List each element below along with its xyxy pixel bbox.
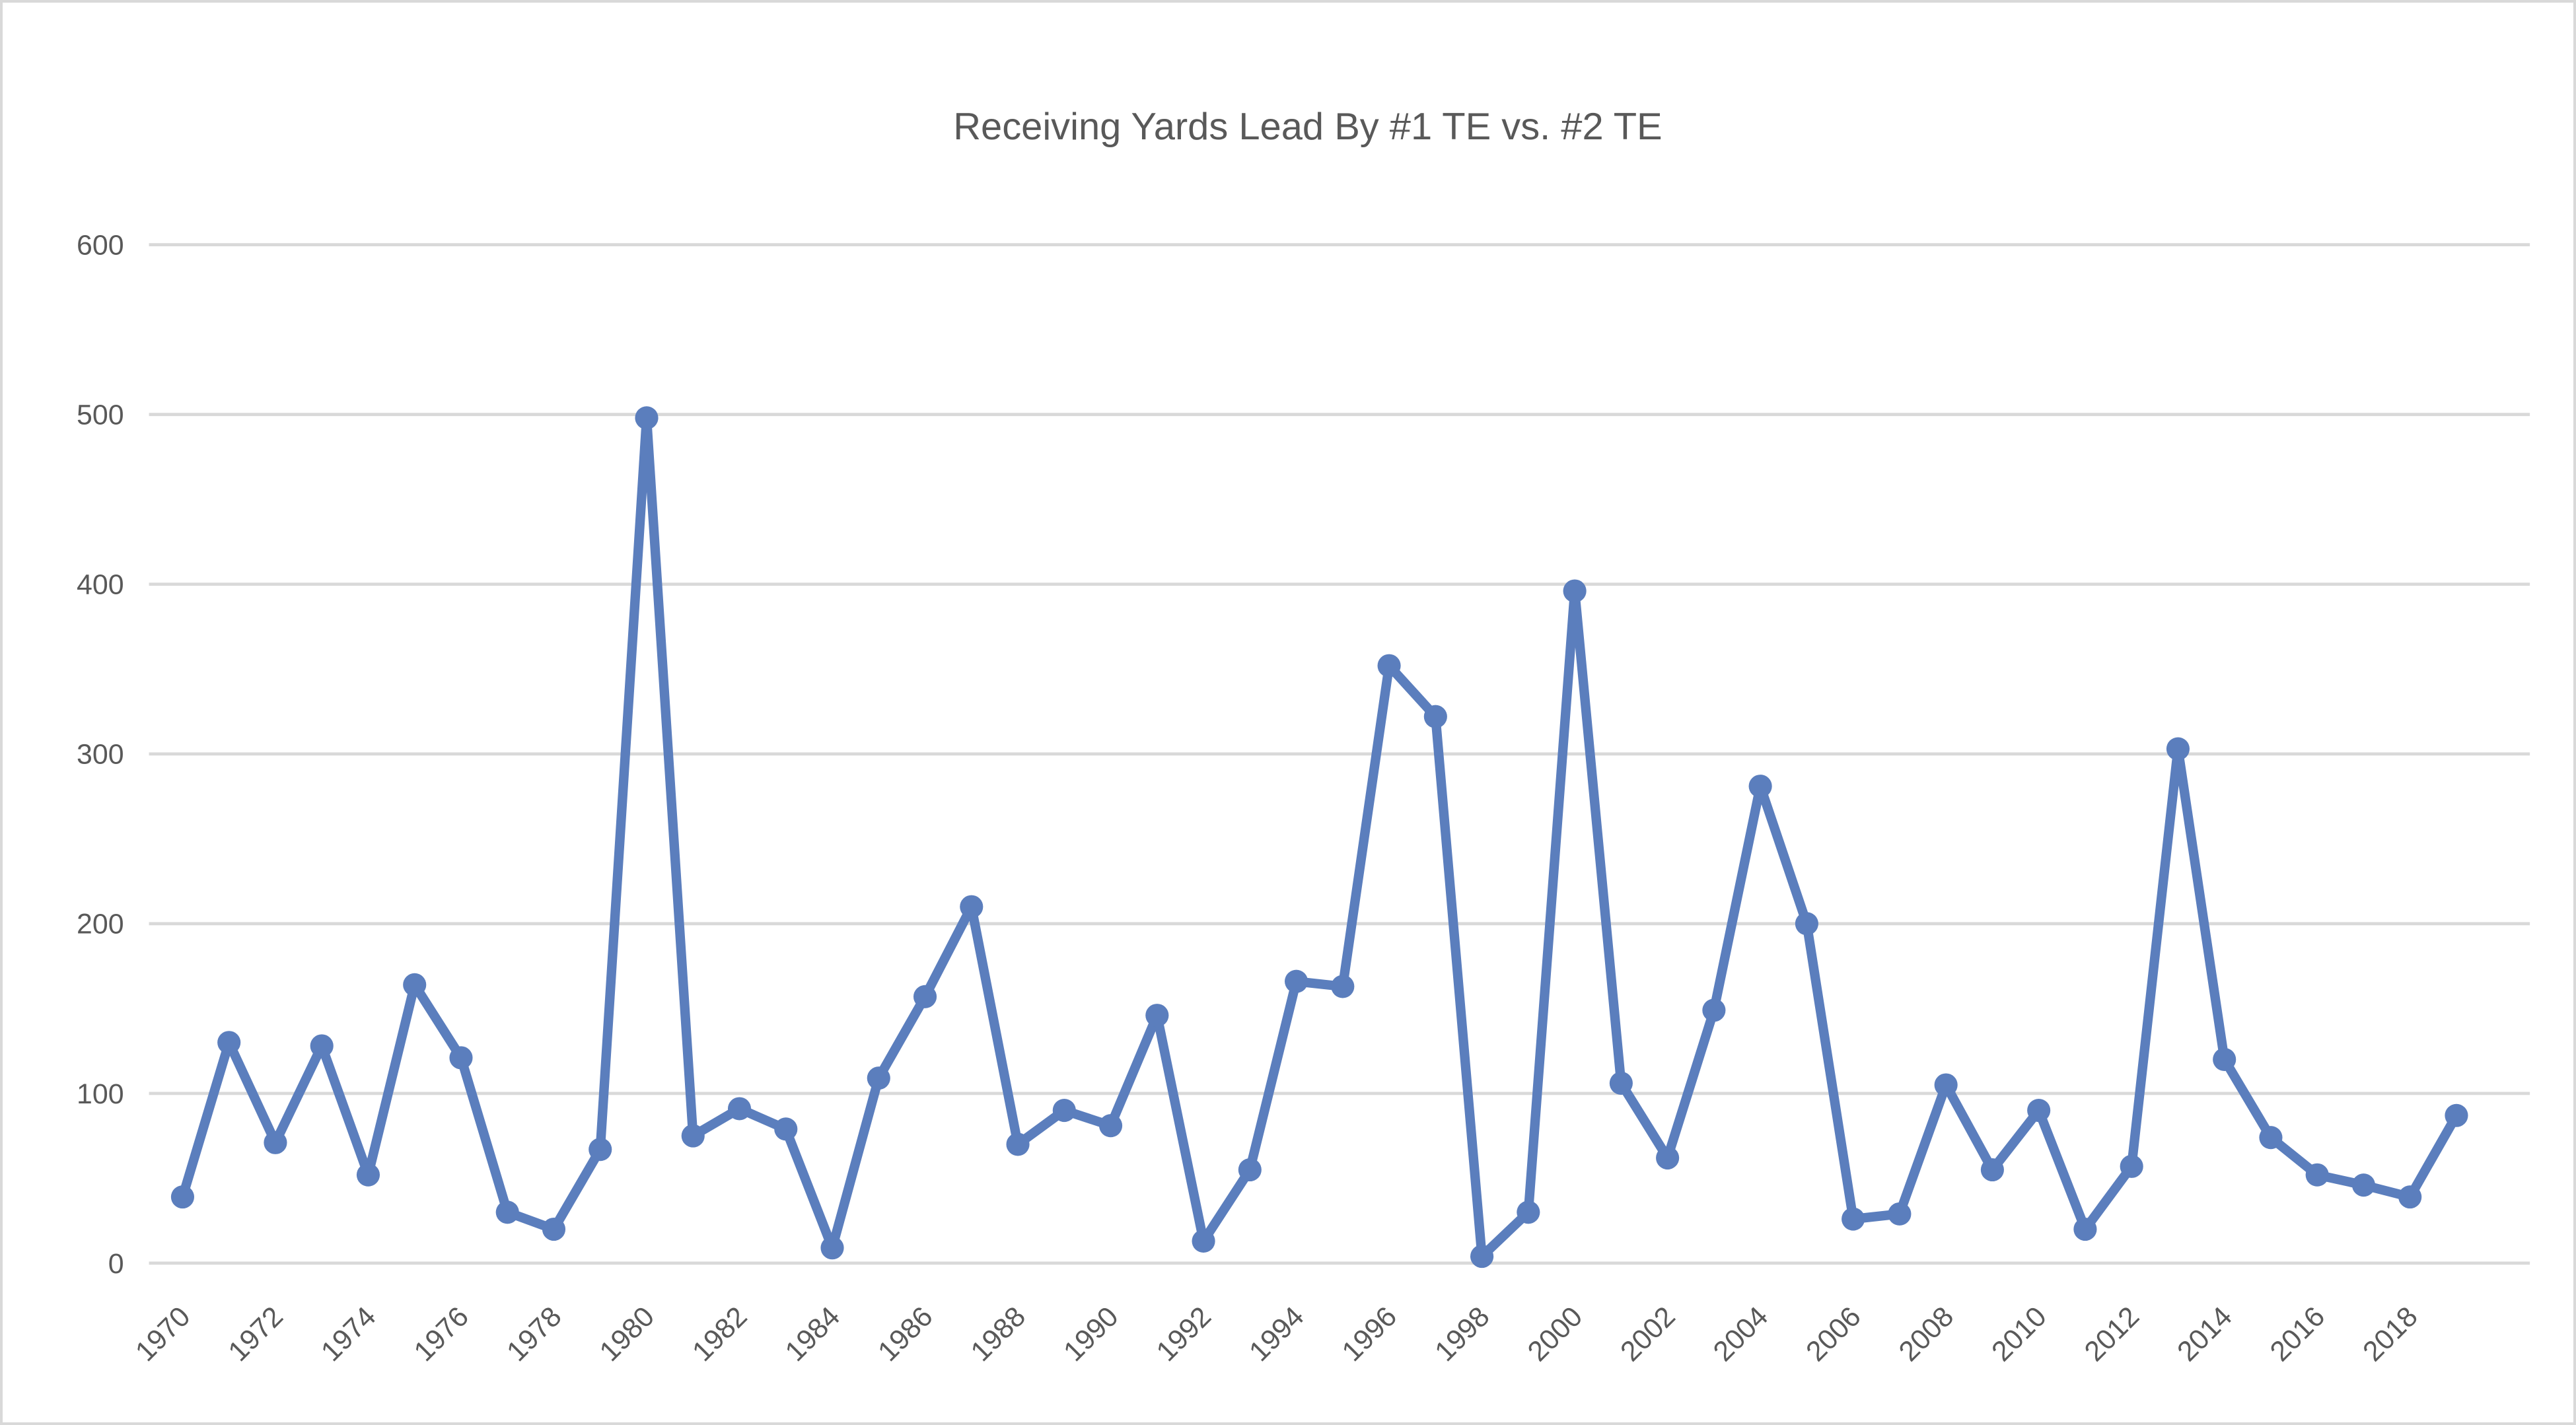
series-polyline xyxy=(178,413,2462,1261)
chart-title: Receiving Yards Lead By #1 TE vs. #2 TE xyxy=(953,106,1662,148)
data-point-marker xyxy=(310,1034,334,1058)
data-point-marker xyxy=(913,985,937,1008)
x-axis-tick-label: 2014 xyxy=(2171,1301,2238,1368)
data-point-marker xyxy=(495,1200,519,1224)
data-point-marker xyxy=(1934,1073,1958,1097)
y-axis-tick-label: 600 xyxy=(77,230,124,261)
data-point-marker xyxy=(1888,1202,1912,1226)
x-axis-tick-label: 2006 xyxy=(1800,1301,1867,1368)
x-axis-tick-label: 1994 xyxy=(1243,1301,1310,1368)
data-point-marker xyxy=(1377,654,1401,678)
data-point-marker xyxy=(449,1046,473,1070)
data-point-marker xyxy=(1192,1229,1215,1253)
line-chart: 0 100 200 300 400 500 600 1970 1972 1974 1976 1978… xyxy=(77,106,2530,1368)
x-axis-tick-label: 2004 xyxy=(1707,1301,1774,1368)
x-axis-tick-label: 1984 xyxy=(779,1301,846,1368)
data-point-marker xyxy=(1702,998,1726,1022)
data-point-marker xyxy=(1052,1099,1076,1123)
data-point-marker xyxy=(264,1130,287,1154)
data-point-marker xyxy=(2027,1099,2051,1123)
series-group xyxy=(170,406,2468,1269)
x-axis-tick-label: 2002 xyxy=(1614,1301,1681,1368)
data-point-marker xyxy=(1609,1071,1633,1095)
data-point-marker xyxy=(681,1124,705,1148)
x-axis-tick-label: 2016 xyxy=(2264,1301,2331,1368)
data-point-marker xyxy=(217,1031,241,1055)
data-point-marker xyxy=(2259,1126,2283,1150)
y-axis-tick-label: 100 xyxy=(77,1078,124,1110)
data-point-marker xyxy=(356,1163,380,1187)
data-point-marker xyxy=(1563,579,1587,603)
data-point-marker xyxy=(1656,1146,1680,1170)
data-point-marker xyxy=(1238,1158,1262,1182)
x-axis-tick-labels: 1970 1972 1974 1976 1978 1980 1982 1984 1986 1988… xyxy=(129,1301,2424,1368)
y-axis-tick-label: 0 xyxy=(108,1248,124,1280)
data-point-marker xyxy=(542,1217,566,1241)
x-axis-tick-label: 1980 xyxy=(594,1301,661,1368)
x-axis-tick-label: 1974 xyxy=(315,1301,382,1368)
data-point-marker xyxy=(170,1185,195,1209)
data-point-marker xyxy=(1145,1004,1169,1027)
x-axis-tick-label: 1992 xyxy=(1151,1301,1217,1368)
y-axis-tick-label: 200 xyxy=(77,909,124,940)
x-axis-tick-label: 2010 xyxy=(1986,1301,2052,1368)
x-axis-tick-label: 2012 xyxy=(2079,1301,2145,1368)
data-point-marker xyxy=(2305,1163,2329,1187)
data-point-marker xyxy=(2445,1103,2468,1127)
data-point-marker xyxy=(403,973,427,996)
x-axis-tick-label: 1972 xyxy=(223,1301,289,1368)
data-point-marker xyxy=(1285,969,1308,993)
data-point-marker xyxy=(1842,1207,1865,1231)
data-point-marker xyxy=(1098,1114,1123,1138)
data-point-marker xyxy=(2166,737,2190,761)
data-point-marker xyxy=(1331,975,1355,998)
data-point-marker xyxy=(589,1138,612,1162)
x-axis-tick-label: 1976 xyxy=(408,1301,475,1368)
data-point-marker xyxy=(1795,912,1818,936)
y-axis-tick-labels: 0 100 200 300 400 500 600 xyxy=(77,230,124,1280)
data-point-marker xyxy=(820,1236,844,1260)
data-point-marker xyxy=(867,1066,890,1090)
gridlines-group xyxy=(149,243,2530,1265)
data-point-marker xyxy=(2351,1173,2376,1197)
data-point-marker xyxy=(1517,1200,1540,1224)
data-point-marker xyxy=(1980,1158,2004,1182)
data-point-marker xyxy=(1423,705,1447,728)
x-axis-tick-label: 1978 xyxy=(501,1301,567,1368)
y-axis-tick-label: 500 xyxy=(77,400,124,431)
x-axis-tick-label: 1998 xyxy=(1429,1301,1495,1368)
data-point-marker xyxy=(727,1097,752,1121)
data-point-marker xyxy=(1748,775,1772,798)
x-axis-tick-label: 2000 xyxy=(1522,1301,1589,1368)
x-axis-tick-label: 1988 xyxy=(965,1301,1032,1368)
x-axis-tick-label: 2008 xyxy=(1893,1301,1960,1368)
data-point-marker xyxy=(774,1117,798,1141)
y-axis-tick-label: 300 xyxy=(77,739,124,771)
data-point-marker xyxy=(2398,1185,2422,1209)
data-point-marker xyxy=(2213,1047,2236,1071)
x-axis-tick-label: 1990 xyxy=(1057,1301,1124,1368)
x-axis-tick-label: 1970 xyxy=(129,1301,196,1368)
data-point-marker xyxy=(1006,1132,1030,1156)
x-axis-tick-label: 1996 xyxy=(1336,1301,1403,1368)
data-point-marker xyxy=(2073,1217,2097,1241)
data-point-marker xyxy=(1470,1245,1494,1269)
x-axis-tick-label: 2018 xyxy=(2357,1301,2423,1368)
data-point-marker xyxy=(2120,1154,2143,1178)
y-axis-tick-label: 400 xyxy=(77,569,124,601)
x-axis-tick-label: 1986 xyxy=(872,1301,939,1368)
data-point-marker xyxy=(960,895,984,919)
x-axis-tick-label: 1982 xyxy=(686,1301,753,1368)
data-point-marker xyxy=(635,406,659,430)
